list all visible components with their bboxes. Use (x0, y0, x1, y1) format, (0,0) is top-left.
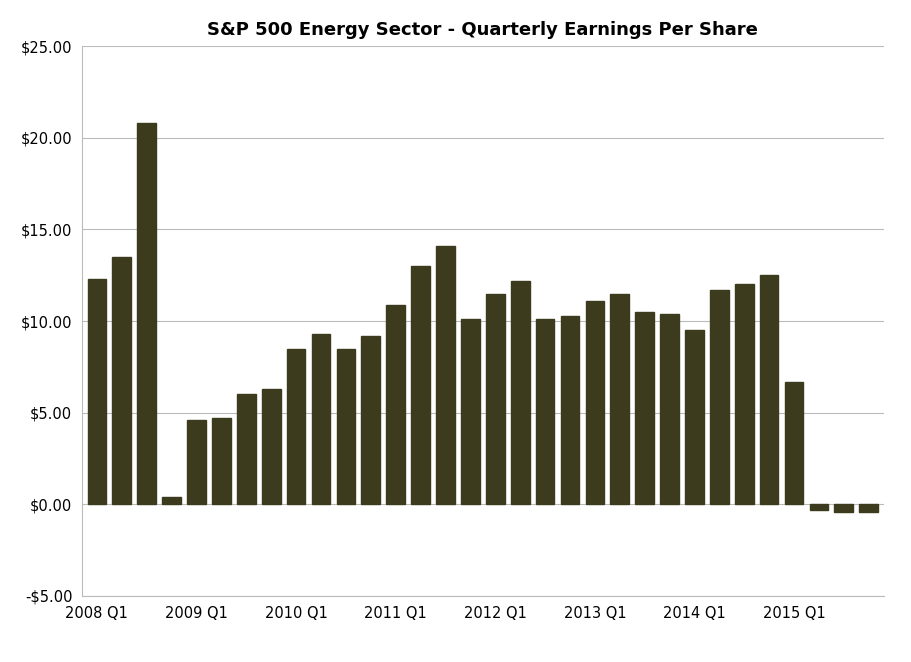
Bar (287, 348, 305, 504)
Bar (112, 257, 131, 504)
Bar (187, 420, 206, 504)
Bar (436, 246, 455, 504)
Bar (162, 497, 181, 504)
Bar (411, 266, 430, 504)
Bar (336, 348, 355, 504)
Bar (810, 504, 828, 510)
Bar (760, 275, 779, 504)
Bar (859, 504, 878, 512)
Bar (536, 319, 555, 504)
Bar (362, 336, 380, 504)
Bar (87, 279, 107, 504)
Bar (610, 294, 630, 504)
Bar (511, 281, 529, 504)
Bar (261, 389, 281, 504)
Bar (212, 418, 230, 504)
Bar (237, 395, 256, 504)
Bar (560, 316, 579, 504)
Bar (735, 285, 753, 504)
Bar (635, 312, 654, 504)
Title: S&P 500 Energy Sector - Quarterly Earnings Per Share: S&P 500 Energy Sector - Quarterly Earnin… (208, 21, 758, 39)
Bar (312, 334, 331, 504)
Bar (660, 314, 679, 504)
Bar (586, 301, 604, 504)
Bar (710, 290, 729, 504)
Bar (486, 294, 505, 504)
Bar (461, 319, 480, 504)
Bar (138, 123, 156, 504)
Bar (784, 381, 804, 504)
Bar (685, 330, 704, 504)
Bar (834, 504, 854, 512)
Bar (386, 305, 405, 504)
